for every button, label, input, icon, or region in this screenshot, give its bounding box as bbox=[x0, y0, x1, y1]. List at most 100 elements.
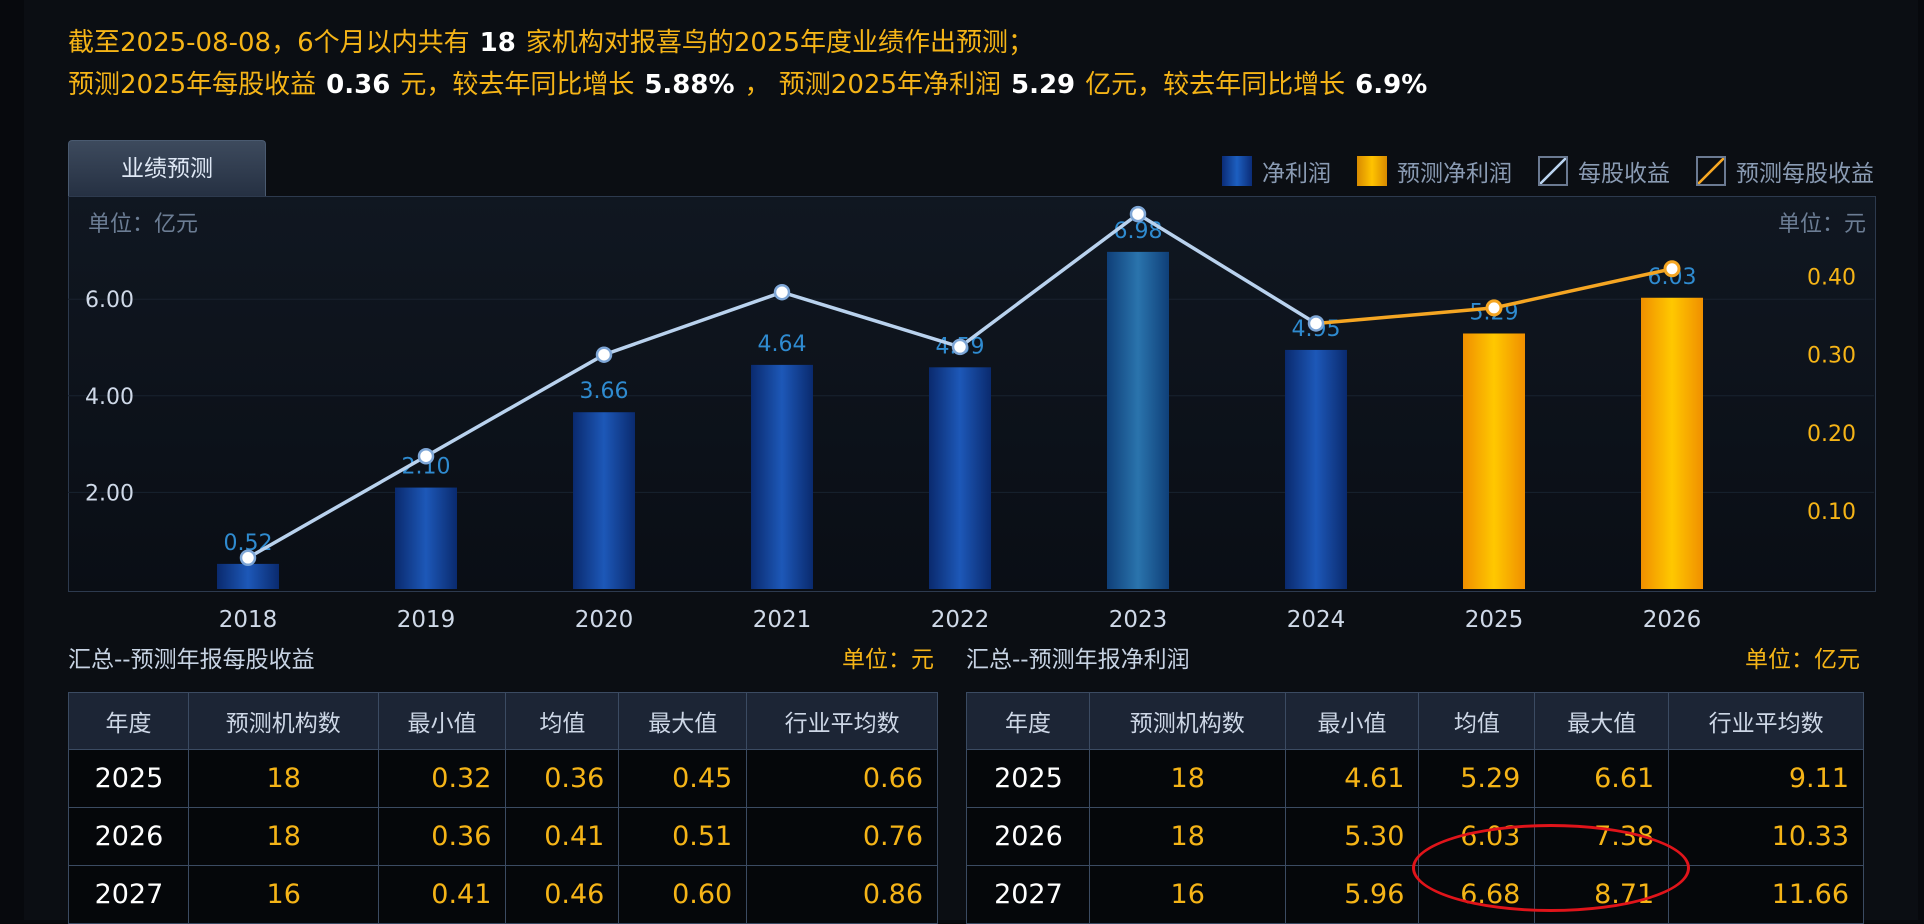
summary-line-2: 预测2025年每股收益 0.36 元，较去年同比增长 5.88% ， 预测2025年净利… bbox=[68, 64, 1437, 106]
column-header: 最小值 bbox=[1284, 692, 1420, 750]
table-cell: 5.30 bbox=[1284, 807, 1420, 866]
net-profit-bar[interactable] bbox=[1285, 349, 1347, 589]
left-axis-tick-label: 6.00 bbox=[85, 288, 134, 313]
table-cell: 0.66 bbox=[746, 749, 938, 808]
column-header: 最大值 bbox=[1534, 692, 1670, 750]
net-profit-bar[interactable] bbox=[573, 412, 635, 589]
eps-point[interactable] bbox=[417, 447, 435, 465]
table-row: 2027 16 0.41 0.46 0.60 0.86 bbox=[68, 865, 938, 924]
eps-summary-title: 汇总--预测年报每股收益 bbox=[68, 647, 315, 673]
right-axis-tick-label: 0.10 bbox=[1807, 500, 1856, 525]
table-cell: 0.45 bbox=[618, 749, 748, 808]
table-cell: 7.38 bbox=[1534, 807, 1670, 866]
column-header: 行业平均数 bbox=[1668, 692, 1864, 750]
net-profit-bar[interactable] bbox=[929, 367, 991, 589]
net-profit-bar[interactable] bbox=[751, 364, 813, 589]
legend-item-eps[interactable]: 每股收益 bbox=[1538, 154, 1670, 188]
bar-value-label: 4.64 bbox=[758, 332, 807, 357]
eps-point[interactable] bbox=[239, 549, 257, 567]
right-axis-tick-label: 0.30 bbox=[1807, 344, 1856, 369]
summary-text: 家机构对报喜鸟的2025年度业绩作出预测； bbox=[525, 28, 1035, 58]
net-profit-bar[interactable] bbox=[395, 487, 457, 589]
table-cell: 2026 bbox=[966, 807, 1090, 866]
table-cell: 11.66 bbox=[1668, 865, 1864, 924]
legend-item-net-profit[interactable]: 净利润 bbox=[1222, 154, 1331, 188]
chart-legend: 净利润 预测净利润 每股收益 预测每股收益 bbox=[1222, 154, 1874, 188]
table-cell: 9.11 bbox=[1668, 749, 1864, 808]
x-axis-tick-label: 2022 bbox=[931, 607, 990, 633]
column-header: 行业平均数 bbox=[746, 692, 938, 750]
legend-item-forecast-eps[interactable]: 预测每股收益 bbox=[1696, 154, 1874, 188]
left-axis-tick-label: 4.00 bbox=[85, 385, 134, 410]
x-axis-tick-label: 2019 bbox=[397, 607, 456, 633]
left-axis-tick-label: 2.00 bbox=[85, 481, 134, 506]
tab-performance-forecast[interactable]: 业绩预测 bbox=[68, 140, 266, 197]
net-profit-bar[interactable] bbox=[1107, 251, 1169, 589]
legend-label: 净利润 bbox=[1262, 161, 1331, 187]
right-axis-unit: 单位：元 bbox=[1777, 212, 1866, 237]
column-header: 均值 bbox=[1418, 692, 1536, 750]
eps-point[interactable] bbox=[1129, 205, 1147, 223]
table-cell: 8.71 bbox=[1534, 865, 1670, 924]
column-header: 均值 bbox=[505, 692, 620, 750]
table-row: 2025 18 0.32 0.36 0.45 0.66 bbox=[68, 749, 938, 808]
table-cell: 2025 bbox=[68, 749, 189, 808]
table-cell: 0.32 bbox=[377, 749, 507, 808]
table-cell: 18 bbox=[187, 807, 379, 866]
column-header: 最大值 bbox=[618, 692, 748, 750]
blue-bar-swatch-icon bbox=[1222, 156, 1252, 186]
column-header: 最小值 bbox=[377, 692, 507, 750]
table-cell: 2027 bbox=[68, 865, 189, 924]
table-cell: 16 bbox=[1088, 865, 1286, 924]
legend-label: 每股收益 bbox=[1578, 161, 1670, 187]
line-swatch-icon bbox=[1538, 156, 1568, 186]
eps-point[interactable] bbox=[773, 283, 791, 301]
table-cell: 6.03 bbox=[1418, 807, 1536, 866]
eps-growth-value: 5.88% bbox=[644, 70, 735, 100]
x-axis-tick-label: 2025 bbox=[1465, 607, 1524, 633]
column-header: 预测机构数 bbox=[1088, 692, 1286, 750]
table-cell: 5.29 bbox=[1418, 749, 1536, 808]
forecast-summary: 截至2025-08-08，6个月以内共有 18 家机构对报喜鸟的2025年度业绩作出… bbox=[68, 22, 1437, 106]
x-axis-tick-label: 2023 bbox=[1109, 607, 1168, 633]
table-cell: 18 bbox=[187, 749, 379, 808]
table-cell: 4.61 bbox=[1284, 749, 1420, 808]
forecast-net-profit-bar[interactable] bbox=[1641, 297, 1703, 589]
table-cell: 5.96 bbox=[1284, 865, 1420, 924]
column-header: 年度 bbox=[68, 692, 189, 750]
table-header-row: 年度 预测机构数 最小值 均值 最大值 行业平均数 bbox=[966, 692, 1864, 750]
table-cell: 0.76 bbox=[746, 807, 938, 866]
forecast-eps-point[interactable] bbox=[1663, 260, 1681, 278]
table-cell: 10.33 bbox=[1668, 807, 1864, 866]
right-axis-tick-label: 0.40 bbox=[1807, 266, 1856, 291]
net-profit-bar[interactable] bbox=[217, 563, 279, 589]
eps-point[interactable] bbox=[1307, 315, 1325, 332]
x-axis-tick-label: 2021 bbox=[753, 607, 812, 633]
table-cell: 6.68 bbox=[1418, 865, 1536, 924]
table-row: 2026 18 5.30 6.03 7.38 10.33 bbox=[966, 807, 1864, 866]
table-cell: 0.51 bbox=[618, 807, 748, 866]
table-cell: 18 bbox=[1088, 807, 1286, 866]
forecast-profit-value: 5.29 bbox=[1010, 70, 1076, 100]
eps-point[interactable] bbox=[951, 338, 969, 356]
performance-chart: 2.004.006.000.100.200.300.400.5220182.10… bbox=[68, 205, 1874, 633]
table-row: 2026 18 0.36 0.41 0.51 0.76 bbox=[68, 807, 938, 866]
eps-summary-table: 年度 预测机构数 最小值 均值 最大值 行业平均数 2025 18 0.32 0.36 0.45 0… bbox=[68, 692, 938, 924]
table-cell: 0.60 bbox=[618, 865, 748, 924]
institution-count: 18 bbox=[479, 28, 516, 58]
forecast-eps-point[interactable] bbox=[1485, 299, 1503, 317]
summary-text: 亿元，较去年同比增长 bbox=[1085, 70, 1346, 100]
profit-summary-unit: 单位：亿元 bbox=[1745, 647, 1860, 673]
forecast-net-profit-bar[interactable] bbox=[1463, 333, 1525, 589]
table-row: 2027 16 5.96 6.68 8.71 11.66 bbox=[966, 865, 1864, 924]
eps-summary-unit: 单位：元 bbox=[842, 647, 934, 673]
profit-growth-value: 6.9% bbox=[1355, 70, 1428, 100]
legend-label: 预测净利润 bbox=[1397, 161, 1512, 187]
table-cell: 6.61 bbox=[1534, 749, 1670, 808]
summary-text: 预测2025年每股收益 bbox=[68, 70, 317, 100]
table-cell: 2027 bbox=[966, 865, 1090, 924]
x-axis-tick-label: 2018 bbox=[219, 607, 278, 633]
legend-item-forecast-net-profit[interactable]: 预测净利润 bbox=[1357, 154, 1512, 188]
profit-summary-title: 汇总--预测年报净利润 bbox=[966, 647, 1190, 673]
eps-point[interactable] bbox=[595, 346, 613, 363]
